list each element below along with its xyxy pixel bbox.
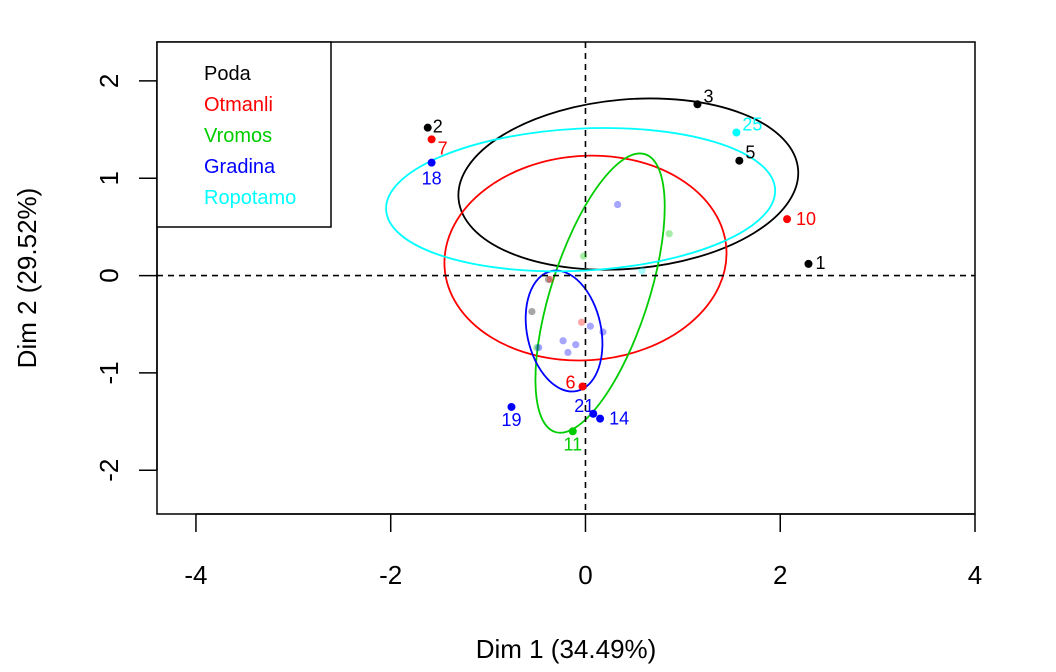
data-point <box>589 409 598 418</box>
data-point <box>693 100 702 109</box>
x-tick-label: 4 <box>968 560 982 590</box>
ellipses-layer <box>385 97 800 434</box>
data-point <box>423 123 432 132</box>
data-point-label: 21 <box>574 396 594 416</box>
data-point <box>427 158 436 167</box>
faint-point-otmanli <box>546 275 555 284</box>
data-point-label: 25 <box>742 115 762 135</box>
data-point <box>427 135 436 144</box>
faint-point-vromos <box>665 230 673 238</box>
data-point-label: 7 <box>438 138 448 158</box>
y-axis-title: Dim 2 (29.52%) <box>12 188 42 369</box>
data-point <box>732 128 741 137</box>
legend-entry: Gradina <box>204 156 276 178</box>
data-point-label: 14 <box>609 409 629 429</box>
faint-point-gradina <box>559 337 567 345</box>
reference-lines <box>157 42 975 514</box>
data-point-label: 1 <box>815 253 825 273</box>
faint-point-gradina <box>614 200 622 209</box>
y-tick-label: -2 <box>94 459 124 482</box>
data-point <box>507 402 516 411</box>
data-point-label: 3 <box>703 86 713 106</box>
data-point-label: 6 <box>566 373 576 393</box>
faint-point-otmanli <box>577 318 586 326</box>
y-tick-label: 0 <box>94 268 124 282</box>
legend-entry: Ropotamo <box>204 187 296 209</box>
data-point-label: 11 <box>563 434 582 454</box>
y-tick-label: 1 <box>94 171 124 185</box>
y-tick-label: 2 <box>94 74 124 88</box>
x-axis-title: Dim 1 (34.49%) <box>476 634 657 664</box>
faint-point-gradina <box>564 348 572 357</box>
faint-point-poda <box>544 275 553 284</box>
x-tick-label: 2 <box>773 560 787 590</box>
faint-point-vromos <box>579 252 588 260</box>
data-point <box>783 215 792 224</box>
legend-entry: Otmanli <box>204 94 273 116</box>
legend-entry: Poda <box>204 63 252 85</box>
legend: Poda Otmanli Vromos Gradina Ropotamo <box>156 41 332 228</box>
faint-point-gradina <box>535 343 543 352</box>
faint-points-layer <box>528 200 673 357</box>
data-point <box>568 427 577 436</box>
data-point-label: 18 <box>422 169 442 189</box>
faint-point-ropotamo <box>638 267 646 275</box>
ellipse-vromos <box>534 152 666 434</box>
faint-point-gradina <box>586 322 594 330</box>
ellipse-ropotamo <box>385 127 777 273</box>
ellipse-gradina <box>524 269 604 393</box>
axes-layer: -4 -2 0 2 4 -2 -1 0 1 2 <box>94 74 982 590</box>
data-point-label: 10 <box>796 209 816 229</box>
y-tick-label: -1 <box>94 361 124 384</box>
data-point-label: 2 <box>433 117 443 137</box>
x-tick-label: -2 <box>379 560 402 590</box>
ellipse-poda <box>457 97 800 271</box>
legend-entry: Vromos <box>204 125 272 147</box>
data-point <box>596 414 605 423</box>
points-layer: 1 2 3 5 6 7 10 11 14 18 19 21 25 <box>422 86 826 454</box>
ellipse-otmanli <box>443 154 728 362</box>
x-tick-label: -4 <box>184 560 207 590</box>
data-point <box>804 259 813 268</box>
data-point-label: 5 <box>745 143 755 163</box>
faint-point-gradina <box>572 341 580 349</box>
faint-point-vromos <box>533 343 541 352</box>
faint-point-poda <box>528 307 536 316</box>
data-point-label: 19 <box>501 410 521 430</box>
x-tick-label: 0 <box>578 560 592 590</box>
data-point <box>735 156 744 165</box>
faint-point-gradina <box>599 328 607 336</box>
legend-box <box>156 41 332 228</box>
data-point <box>578 382 587 391</box>
